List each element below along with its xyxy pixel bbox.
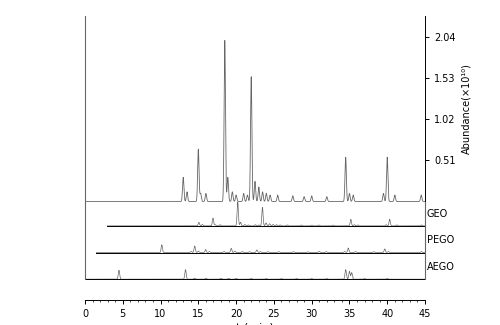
Text: PEGO: PEGO [426, 235, 454, 245]
X-axis label: t (min): t (min) [236, 322, 274, 325]
Text: AEGO: AEGO [426, 262, 454, 272]
Text: GEO: GEO [426, 209, 448, 219]
Y-axis label: Abundance(×10¹⁰): Abundance(×10¹⁰) [461, 63, 471, 154]
